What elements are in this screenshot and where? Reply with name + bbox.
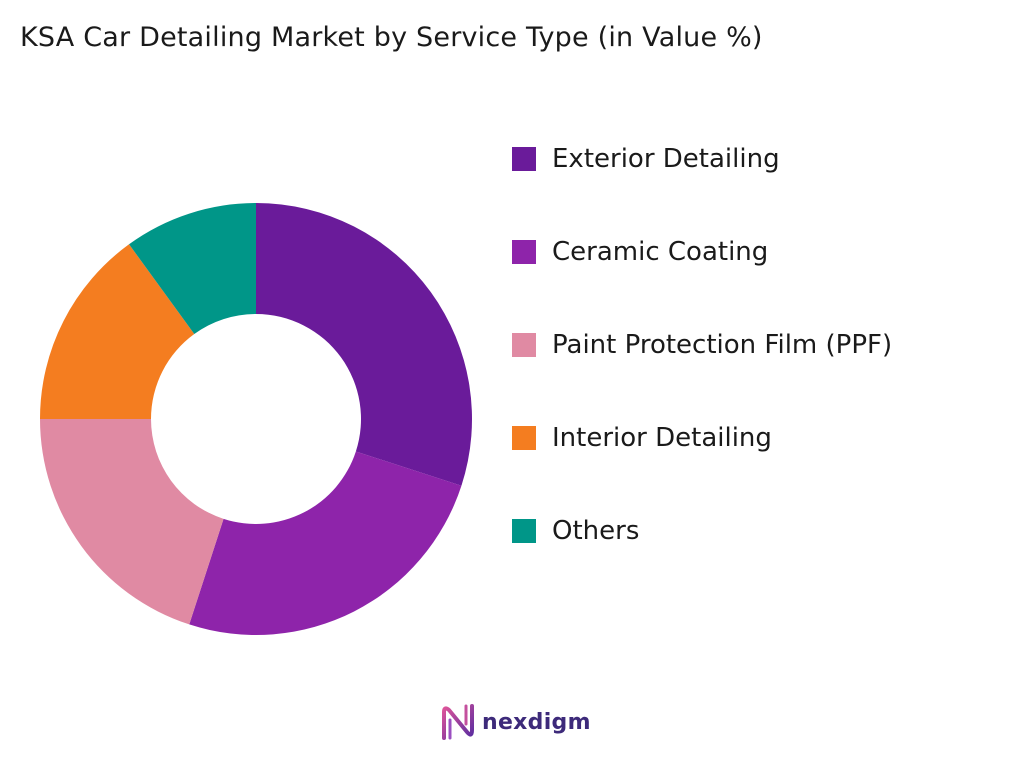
- legend-swatch: [512, 333, 536, 357]
- chart-legend: Exterior Detailing Ceramic Coating Paint P…: [512, 136, 892, 601]
- legend-swatch: [512, 240, 536, 264]
- legend-item: Others: [512, 508, 892, 554]
- legend-swatch: [512, 147, 536, 171]
- nexdigm-logo-text: nexdigm: [482, 709, 591, 735]
- donut-slice-paint-protection-film-ppf: [40, 419, 224, 625]
- donut-slice-ceramic-coating: [189, 451, 462, 636]
- chart-title: KSA Car Detailing Market by Service Type…: [20, 22, 763, 53]
- legend-label: Paint Protection Film (PPF): [552, 330, 893, 360]
- legend-item: Exterior Detailing: [512, 136, 892, 182]
- donut-slice-others: [129, 203, 256, 335]
- donut-slice-interior-detailing: [40, 244, 195, 419]
- legend-swatch: [512, 426, 536, 450]
- nexdigm-mark-icon: [442, 704, 474, 740]
- legend-item: Interior Detailing: [512, 415, 892, 461]
- donut-slice-exterior-detailing: [256, 203, 473, 486]
- legend-item: Paint Protection Film (PPF): [512, 322, 892, 368]
- legend-label: Interior Detailing: [552, 423, 772, 453]
- legend-swatch: [512, 519, 536, 543]
- legend-label: Others: [552, 516, 640, 546]
- donut-chart: [40, 203, 473, 636]
- legend-item: Ceramic Coating: [512, 229, 892, 275]
- legend-label: Ceramic Coating: [552, 237, 769, 267]
- legend-label: Exterior Detailing: [552, 144, 780, 174]
- nexdigm-logo: nexdigm: [440, 702, 591, 742]
